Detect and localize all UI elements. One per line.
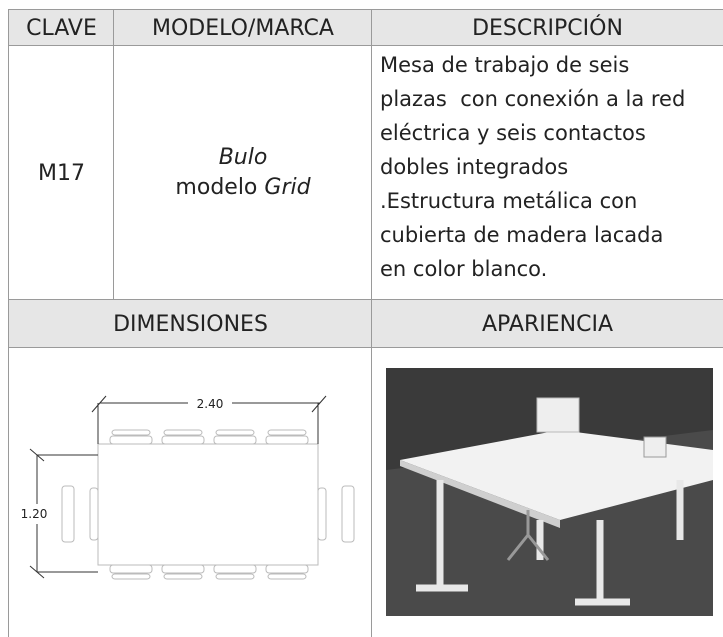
description-line: Mesa de trabajo de seis bbox=[380, 53, 630, 77]
model-cell: Bulo modelo Grid bbox=[113, 45, 372, 300]
header-cell: CLAVE bbox=[8, 9, 114, 46]
chair bbox=[61, 485, 75, 543]
length-label: 2.40 bbox=[197, 397, 224, 411]
chair bbox=[265, 564, 309, 574]
description-line: cubierta de madera lacada bbox=[380, 223, 664, 247]
description-line: .Estructura metálica con bbox=[380, 189, 638, 213]
dimensions-cell bbox=[8, 347, 372, 637]
description-line: dobles integrados bbox=[380, 155, 569, 179]
chair bbox=[215, 573, 255, 580]
plan-drawing: 2.40 1.20 bbox=[18, 394, 355, 580]
model-name: Grid bbox=[264, 175, 311, 200]
header-text: DESCRIPCIÓN bbox=[472, 15, 623, 41]
chair bbox=[89, 487, 99, 541]
chair bbox=[215, 429, 255, 436]
header-text: CLAVE bbox=[26, 15, 97, 41]
chair bbox=[213, 435, 257, 445]
description-cell bbox=[371, 45, 723, 300]
chair bbox=[341, 485, 355, 543]
chair bbox=[163, 429, 203, 436]
chair bbox=[111, 573, 151, 580]
chair bbox=[317, 487, 327, 541]
chair bbox=[267, 429, 307, 436]
header-cell: DESCRIPCIÓN bbox=[371, 9, 723, 46]
section-header: DIMENSIONES bbox=[8, 299, 372, 348]
chair bbox=[111, 429, 151, 436]
chair bbox=[163, 573, 203, 580]
section-header-text: APARIENCIA bbox=[482, 311, 613, 337]
section-header-text: DIMENSIONES bbox=[113, 311, 268, 337]
key-text: M17 bbox=[38, 160, 85, 186]
header-text: MODELO/MARCA bbox=[152, 15, 334, 41]
section-header: APARIENCIA bbox=[371, 299, 723, 348]
key-cell: M17 bbox=[8, 45, 114, 300]
brand: Bulo bbox=[218, 145, 268, 170]
chair bbox=[267, 573, 307, 580]
model-prefix: modelo bbox=[175, 175, 258, 200]
description-line: plazas con conexión a la red bbox=[380, 87, 686, 111]
photo bbox=[386, 368, 713, 616]
description-line: en color blanco. bbox=[380, 257, 548, 281]
width-label: 1.20 bbox=[21, 507, 48, 521]
chair bbox=[161, 564, 205, 574]
chair bbox=[109, 564, 153, 574]
chair bbox=[213, 564, 257, 574]
appearance-cell bbox=[371, 347, 723, 637]
chair bbox=[265, 435, 309, 445]
model: modelo Grid bbox=[175, 173, 310, 203]
chair bbox=[161, 435, 205, 445]
chair bbox=[109, 435, 153, 445]
description-line: eléctrica y seis contactos bbox=[380, 121, 646, 145]
header-cell: MODELO/MARCA bbox=[113, 9, 372, 46]
